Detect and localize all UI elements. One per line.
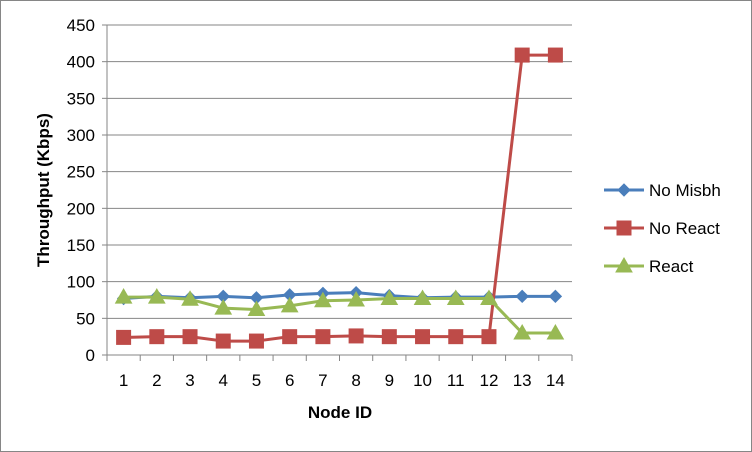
data-point [181, 290, 199, 306]
series-no-react [116, 47, 563, 349]
data-point [149, 329, 165, 345]
y-axis-title: Throughput (Kbps) [34, 113, 53, 267]
legend: No Misbh No React React [604, 181, 721, 276]
legend-marker [616, 220, 632, 236]
data-point [413, 289, 432, 306]
series-lines [114, 47, 565, 349]
data-point [448, 329, 464, 345]
data-point [314, 291, 332, 308]
data-point [215, 333, 231, 349]
data-point [347, 290, 365, 307]
data-point [280, 296, 299, 313]
data-point [548, 289, 563, 304]
data-point [446, 289, 465, 306]
data-point [247, 300, 266, 317]
data-point [147, 288, 166, 304]
x-tick-label: 5 [252, 371, 261, 390]
data-point [348, 328, 364, 344]
x-tick-label: 6 [285, 371, 294, 390]
y-tick-label: 150 [67, 236, 95, 255]
data-point [547, 47, 563, 63]
data-point [315, 329, 331, 345]
data-point [415, 329, 431, 345]
y-tick-label: 300 [67, 126, 95, 145]
x-tick-label: 8 [351, 371, 360, 390]
data-point [214, 299, 233, 315]
legend-marker [615, 256, 633, 273]
y-tick-label: 450 [67, 16, 95, 35]
legend-marker [617, 183, 631, 197]
x-tick-label: 12 [480, 371, 499, 390]
data-point [116, 329, 132, 345]
x-tick-label: 14 [546, 371, 565, 390]
x-tick-label: 2 [152, 371, 161, 390]
y-tick-label: 200 [67, 199, 95, 218]
data-point [546, 323, 565, 340]
legend-entry: React [604, 256, 694, 276]
x-tick-label: 4 [219, 371, 228, 390]
x-tick-label: 13 [513, 371, 532, 390]
y-tick-label: 0 [86, 346, 95, 365]
y-tick-label: 250 [67, 163, 95, 182]
legend-entry: No React [604, 219, 720, 238]
data-point [380, 289, 399, 306]
y-tick-label: 350 [67, 89, 95, 108]
data-point [182, 329, 198, 345]
x-tick-label: 7 [318, 371, 327, 390]
data-point [513, 323, 532, 340]
legend-entry: No Misbh [604, 181, 721, 200]
data-point [381, 329, 397, 345]
x-tick-label: 3 [185, 371, 194, 390]
series-react [114, 288, 565, 340]
data-point [248, 333, 264, 349]
legend-label: React [649, 257, 694, 276]
data-point [114, 288, 133, 304]
data-point [282, 329, 298, 345]
y-tick-label: 100 [67, 273, 95, 292]
y-tick-label: 50 [76, 309, 95, 328]
x-tick-label: 10 [413, 371, 432, 390]
x-axis-title: Node ID [308, 403, 372, 422]
x-tick-label: 9 [385, 371, 394, 390]
x-tick-label: 1 [119, 371, 128, 390]
x-tick-label: 11 [447, 371, 465, 390]
legend-label: No Misbh [649, 181, 721, 200]
legend-label: No React [649, 219, 720, 238]
grid-lines [107, 24, 572, 319]
data-point [514, 47, 530, 63]
data-point [515, 289, 529, 304]
data-point [481, 329, 497, 345]
y-tick-label: 400 [67, 53, 95, 72]
data-point [480, 289, 498, 306]
